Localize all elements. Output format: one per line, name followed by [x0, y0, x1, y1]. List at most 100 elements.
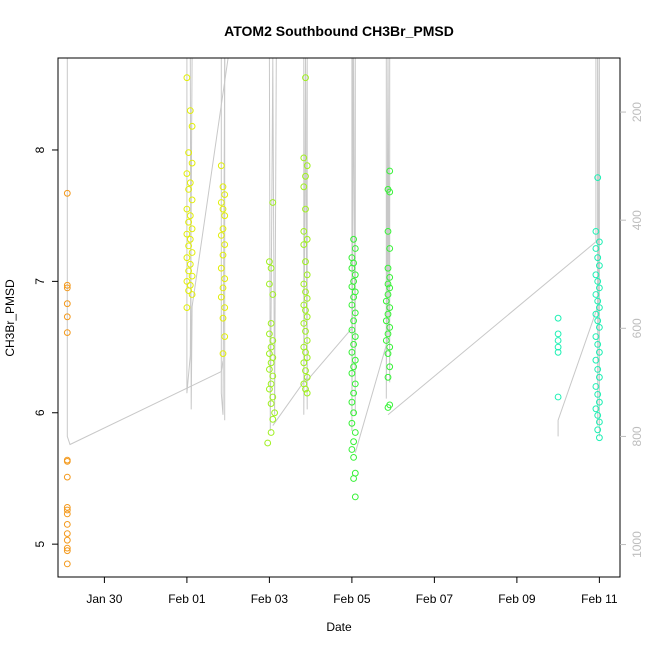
data-point — [348, 398, 356, 406]
data-point — [303, 389, 311, 397]
data-point — [554, 393, 562, 401]
y-axis-label: CH3Br_PMSD — [3, 279, 17, 357]
data-point — [350, 454, 358, 461]
data-point — [592, 271, 600, 279]
data-point — [266, 330, 273, 338]
y-tick-label: 8 — [33, 146, 47, 153]
data-point — [384, 373, 392, 381]
data-point — [183, 278, 191, 285]
data-point — [386, 304, 394, 312]
data-point — [596, 418, 603, 426]
data-point — [266, 366, 273, 373]
profile-line-14 — [557, 58, 599, 437]
data-points — [63, 74, 603, 568]
data-point — [350, 475, 358, 482]
data-point — [266, 385, 273, 393]
data-point — [303, 337, 311, 344]
data-point — [217, 162, 225, 170]
data-point — [351, 493, 359, 501]
data-point — [269, 199, 277, 206]
profile-line-3 — [189, 57, 229, 410]
data-point — [188, 291, 196, 298]
data-point — [63, 300, 71, 308]
data-point — [348, 369, 356, 377]
data-point — [300, 241, 308, 249]
data-point — [63, 281, 71, 289]
data-point — [594, 278, 602, 285]
data-point — [188, 225, 196, 233]
data-point — [384, 350, 392, 358]
data-point — [267, 264, 275, 272]
y2-tick-label: 200 — [630, 102, 644, 122]
data-point — [302, 172, 309, 180]
data-point — [186, 212, 194, 220]
data-point — [188, 272, 196, 280]
data-point — [63, 536, 71, 544]
data-point — [596, 284, 603, 292]
plot-frame — [57, 57, 621, 578]
data-point — [384, 291, 392, 298]
data-point — [264, 439, 272, 447]
data-point — [267, 359, 275, 367]
data-point — [63, 544, 71, 552]
data-point — [185, 267, 193, 275]
data-point — [592, 383, 600, 390]
series-5 — [554, 174, 603, 442]
data-point — [63, 284, 71, 292]
data-point — [183, 205, 191, 213]
data-point — [186, 260, 194, 268]
data-point — [594, 391, 602, 398]
chart-title: ATOM2 Southbound CH3Br_PMSD — [224, 23, 454, 39]
data-point — [221, 333, 229, 341]
data-point — [63, 510, 71, 518]
x-tick-label: Feb 09 — [498, 592, 536, 606]
data-point — [185, 242, 193, 250]
data-point — [185, 149, 193, 157]
data-point — [219, 183, 227, 191]
data-point — [350, 293, 358, 301]
data-point — [303, 162, 311, 170]
data-point — [554, 330, 562, 338]
data-point — [269, 415, 277, 423]
data-point — [183, 254, 191, 262]
data-point — [554, 348, 562, 356]
data-point — [382, 297, 390, 305]
data-point — [386, 188, 394, 196]
data-point — [300, 320, 308, 327]
data-point — [63, 329, 71, 337]
data-point — [596, 304, 603, 312]
data-point — [188, 249, 196, 256]
y2-tick-label: 400 — [630, 210, 644, 230]
data-point — [217, 232, 225, 239]
data-point — [303, 271, 311, 279]
data-point — [592, 310, 600, 318]
data-point — [351, 380, 359, 388]
data-point — [382, 337, 390, 344]
data-point — [350, 409, 358, 417]
y2-tick-label: 600 — [630, 318, 644, 338]
data-point — [63, 458, 71, 465]
x-tick-label: Feb 07 — [416, 592, 454, 606]
data-point — [269, 291, 277, 298]
data-point — [300, 228, 308, 235]
data-point — [348, 301, 356, 309]
data-point — [594, 426, 602, 434]
data-point — [594, 254, 602, 262]
profile-line-9 — [305, 57, 354, 383]
data-point — [350, 341, 358, 348]
data-point — [554, 314, 562, 322]
data-point — [302, 306, 309, 314]
data-point — [596, 373, 603, 381]
data-point — [554, 343, 562, 351]
data-point — [267, 343, 275, 351]
data-point — [302, 205, 309, 213]
data-point — [221, 212, 229, 220]
series-1 — [63, 189, 71, 568]
data-point — [183, 74, 191, 82]
altitude-profiles — [66, 57, 600, 453]
data-point — [592, 245, 600, 252]
series-2 — [183, 74, 229, 358]
data-point — [186, 179, 194, 187]
data-point — [300, 154, 308, 162]
data-point — [348, 326, 356, 334]
